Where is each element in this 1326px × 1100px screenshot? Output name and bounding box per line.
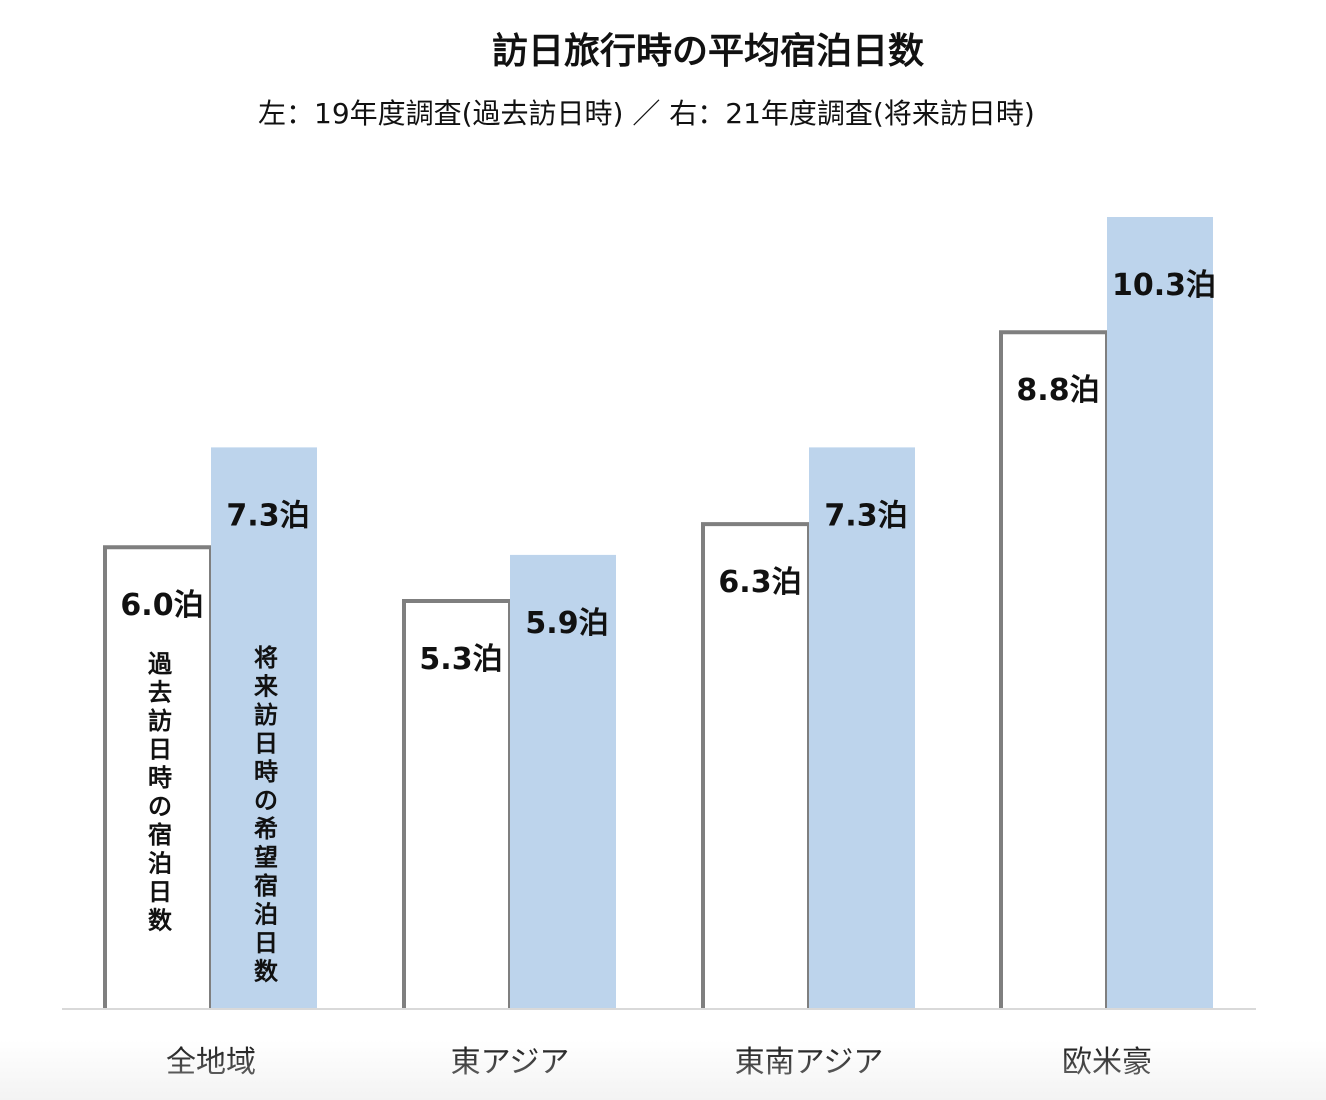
series-label-past: 過去訪日時の宿泊日数: [148, 650, 173, 935]
bar-future-1: [510, 554, 616, 1008]
bar-future-3: [1107, 217, 1213, 1008]
x-tick-label-3: 欧米豪: [1062, 1045, 1152, 1080]
chart-title: 訪日旅行時の平均宿泊日数: [491, 31, 924, 72]
data-label-past-3: 8.8泊: [1016, 373, 1099, 408]
x-tick-label-1: 東アジア: [451, 1045, 570, 1080]
bar-future-0: [211, 447, 317, 1009]
chart-subtitle: 左：19年度調査(過去訪日時) ／ 右：21年度調査(将来訪日時): [258, 97, 1035, 130]
bar-past-3: [999, 330, 1109, 1008]
data-label-future-0: 7.3泊: [226, 498, 309, 533]
series-label-future: 将来訪日時の希望宿泊日数: [254, 644, 279, 986]
data-label-past-2: 6.3泊: [718, 565, 801, 600]
data-label-past-0: 6.0泊: [120, 588, 203, 623]
x-tick-label-0: 全地域: [166, 1045, 256, 1080]
bar-future-2: [809, 447, 915, 1009]
data-label-past-1: 5.3泊: [419, 642, 502, 677]
data-label-future-2: 7.3泊: [824, 498, 907, 533]
data-label-future-1: 5.9泊: [525, 606, 608, 641]
x-tick-label-2: 東南アジア: [735, 1045, 884, 1080]
data-label-future-3: 10.3泊: [1112, 268, 1216, 303]
